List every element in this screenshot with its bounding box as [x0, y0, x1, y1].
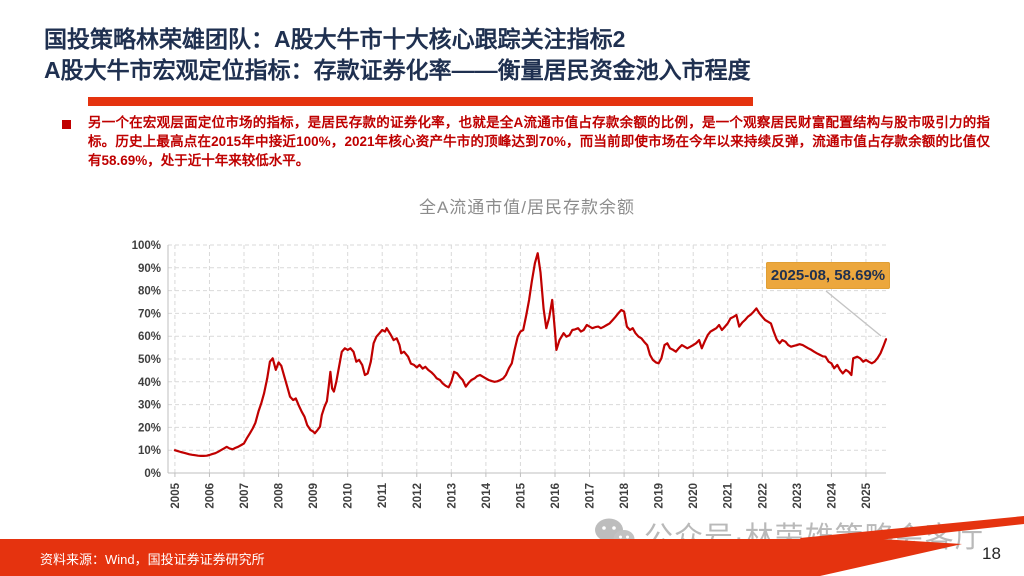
y-axis-tick-label: 10%: [138, 445, 161, 457]
y-axis-tick-label: 40%: [138, 377, 161, 389]
y-axis-tick-label: 30%: [138, 400, 161, 412]
x-axis-tick-label: 2020: [688, 483, 700, 509]
x-axis-tick-label: 2014: [481, 482, 493, 508]
footer-band: [0, 539, 962, 576]
x-axis-tick-label: 2008: [274, 482, 286, 508]
x-axis-tick-label: 2013: [446, 483, 458, 509]
y-axis-tick-label: 0%: [144, 468, 161, 480]
title-block: 国投策略林荣雄团队：A股大牛市十大核心跟踪关注指标2 A股大牛市宏观定位指标：存…: [44, 24, 751, 86]
page-number: 18: [982, 544, 1001, 563]
x-axis-tick-label: 2021: [723, 482, 735, 508]
x-axis-tick-label: 2019: [654, 483, 666, 509]
y-axis-labels: 0% 10% 20% 30% 40% 50% 60% 70% 80% 90% 100%: [132, 240, 161, 480]
x-axis-tick-label: 2024: [826, 482, 838, 508]
x-axis-tick-label: 2016: [550, 483, 562, 509]
x-axis-labels: 2005 2006 2007 2008 2009 2010 2011 2012 2013 2014…: [170, 482, 873, 508]
bullet-paragraph: 另一个在宏观层面定位市场的指标，是居民存款的证券化率，也就是全A流通市值占存款余…: [88, 115, 990, 169]
source-note: 资料来源：Wind，国投证券证券研究所: [40, 552, 265, 567]
chart-gridlines: [168, 244, 886, 473]
x-axis-tick-label: 2023: [792, 483, 804, 509]
x-axis-tick-label: 2017: [585, 483, 597, 509]
x-axis-tick-label: 2025: [861, 482, 873, 508]
x-axis-tick-label: 2009: [308, 483, 320, 509]
y-axis-tick-label: 20%: [138, 422, 161, 434]
chart-axes: [167, 245, 886, 477]
chart-title: 全A流通市值/居民存款余额: [418, 198, 636, 217]
data-label-callout: 2025-08, 58.69%: [766, 262, 890, 289]
x-axis-tick-label: 2022: [757, 483, 769, 509]
title-underline-bar: [88, 97, 753, 106]
x-axis-tick-label: 2010: [343, 483, 355, 509]
y-axis-tick-label: 50%: [138, 354, 161, 366]
y-axis-tick-label: 100%: [132, 240, 161, 252]
slide-title-line1: 国投策略林荣雄团队：A股大牛市十大核心跟踪关注指标2: [44, 26, 626, 52]
x-axis-tick-label: 2015: [515, 482, 527, 508]
y-axis-tick-label: 90%: [138, 263, 161, 275]
x-axis-tick-label: 2012: [412, 483, 424, 509]
annotation-leader-line: [825, 290, 882, 337]
bullet-marker: [62, 120, 71, 129]
x-axis-tick-label: 2006: [204, 483, 216, 509]
y-axis-tick-label: 60%: [138, 331, 161, 343]
x-axis-tick-label: 2018: [619, 482, 631, 508]
y-axis-tick-label: 80%: [138, 286, 161, 298]
x-axis-tick-label: 2005: [170, 482, 182, 508]
x-axis-tick-label: 2007: [239, 483, 251, 509]
series-line-deposit-securitization-ratio: [173, 252, 888, 457]
slide-title-line2: A股大牛市宏观定位指标：存款证券化率——衡量居民资金池入市程度: [44, 57, 751, 83]
x-axis-tick-label: 2011: [377, 482, 389, 508]
y-axis-tick-label: 70%: [138, 308, 161, 320]
